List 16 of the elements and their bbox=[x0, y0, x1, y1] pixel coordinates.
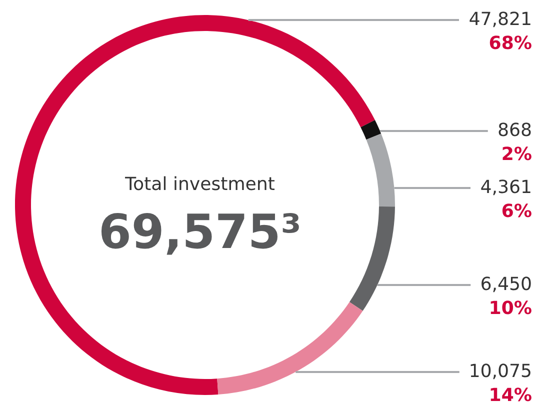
data-label: 10,075 bbox=[470, 364, 530, 380]
donut-slice bbox=[349, 206, 395, 311]
data-label: 6,450 bbox=[482, 276, 531, 292]
text: 6% bbox=[502, 204, 532, 218]
text: 14% bbox=[490, 388, 532, 402]
text: 2% bbox=[502, 146, 532, 160]
data-label: 47,821 bbox=[470, 12, 530, 28]
text: 68% bbox=[490, 36, 532, 50]
data-label: 4,361 bbox=[481, 180, 530, 196]
donut-slice bbox=[15, 15, 375, 395]
text: Total investment bbox=[125, 176, 274, 190]
donut-slice bbox=[360, 120, 382, 140]
donut-slice bbox=[217, 302, 363, 395]
data-label: 868 bbox=[498, 122, 531, 136]
text: 10% bbox=[490, 300, 532, 314]
text: 69,575³ bbox=[101, 212, 299, 255]
